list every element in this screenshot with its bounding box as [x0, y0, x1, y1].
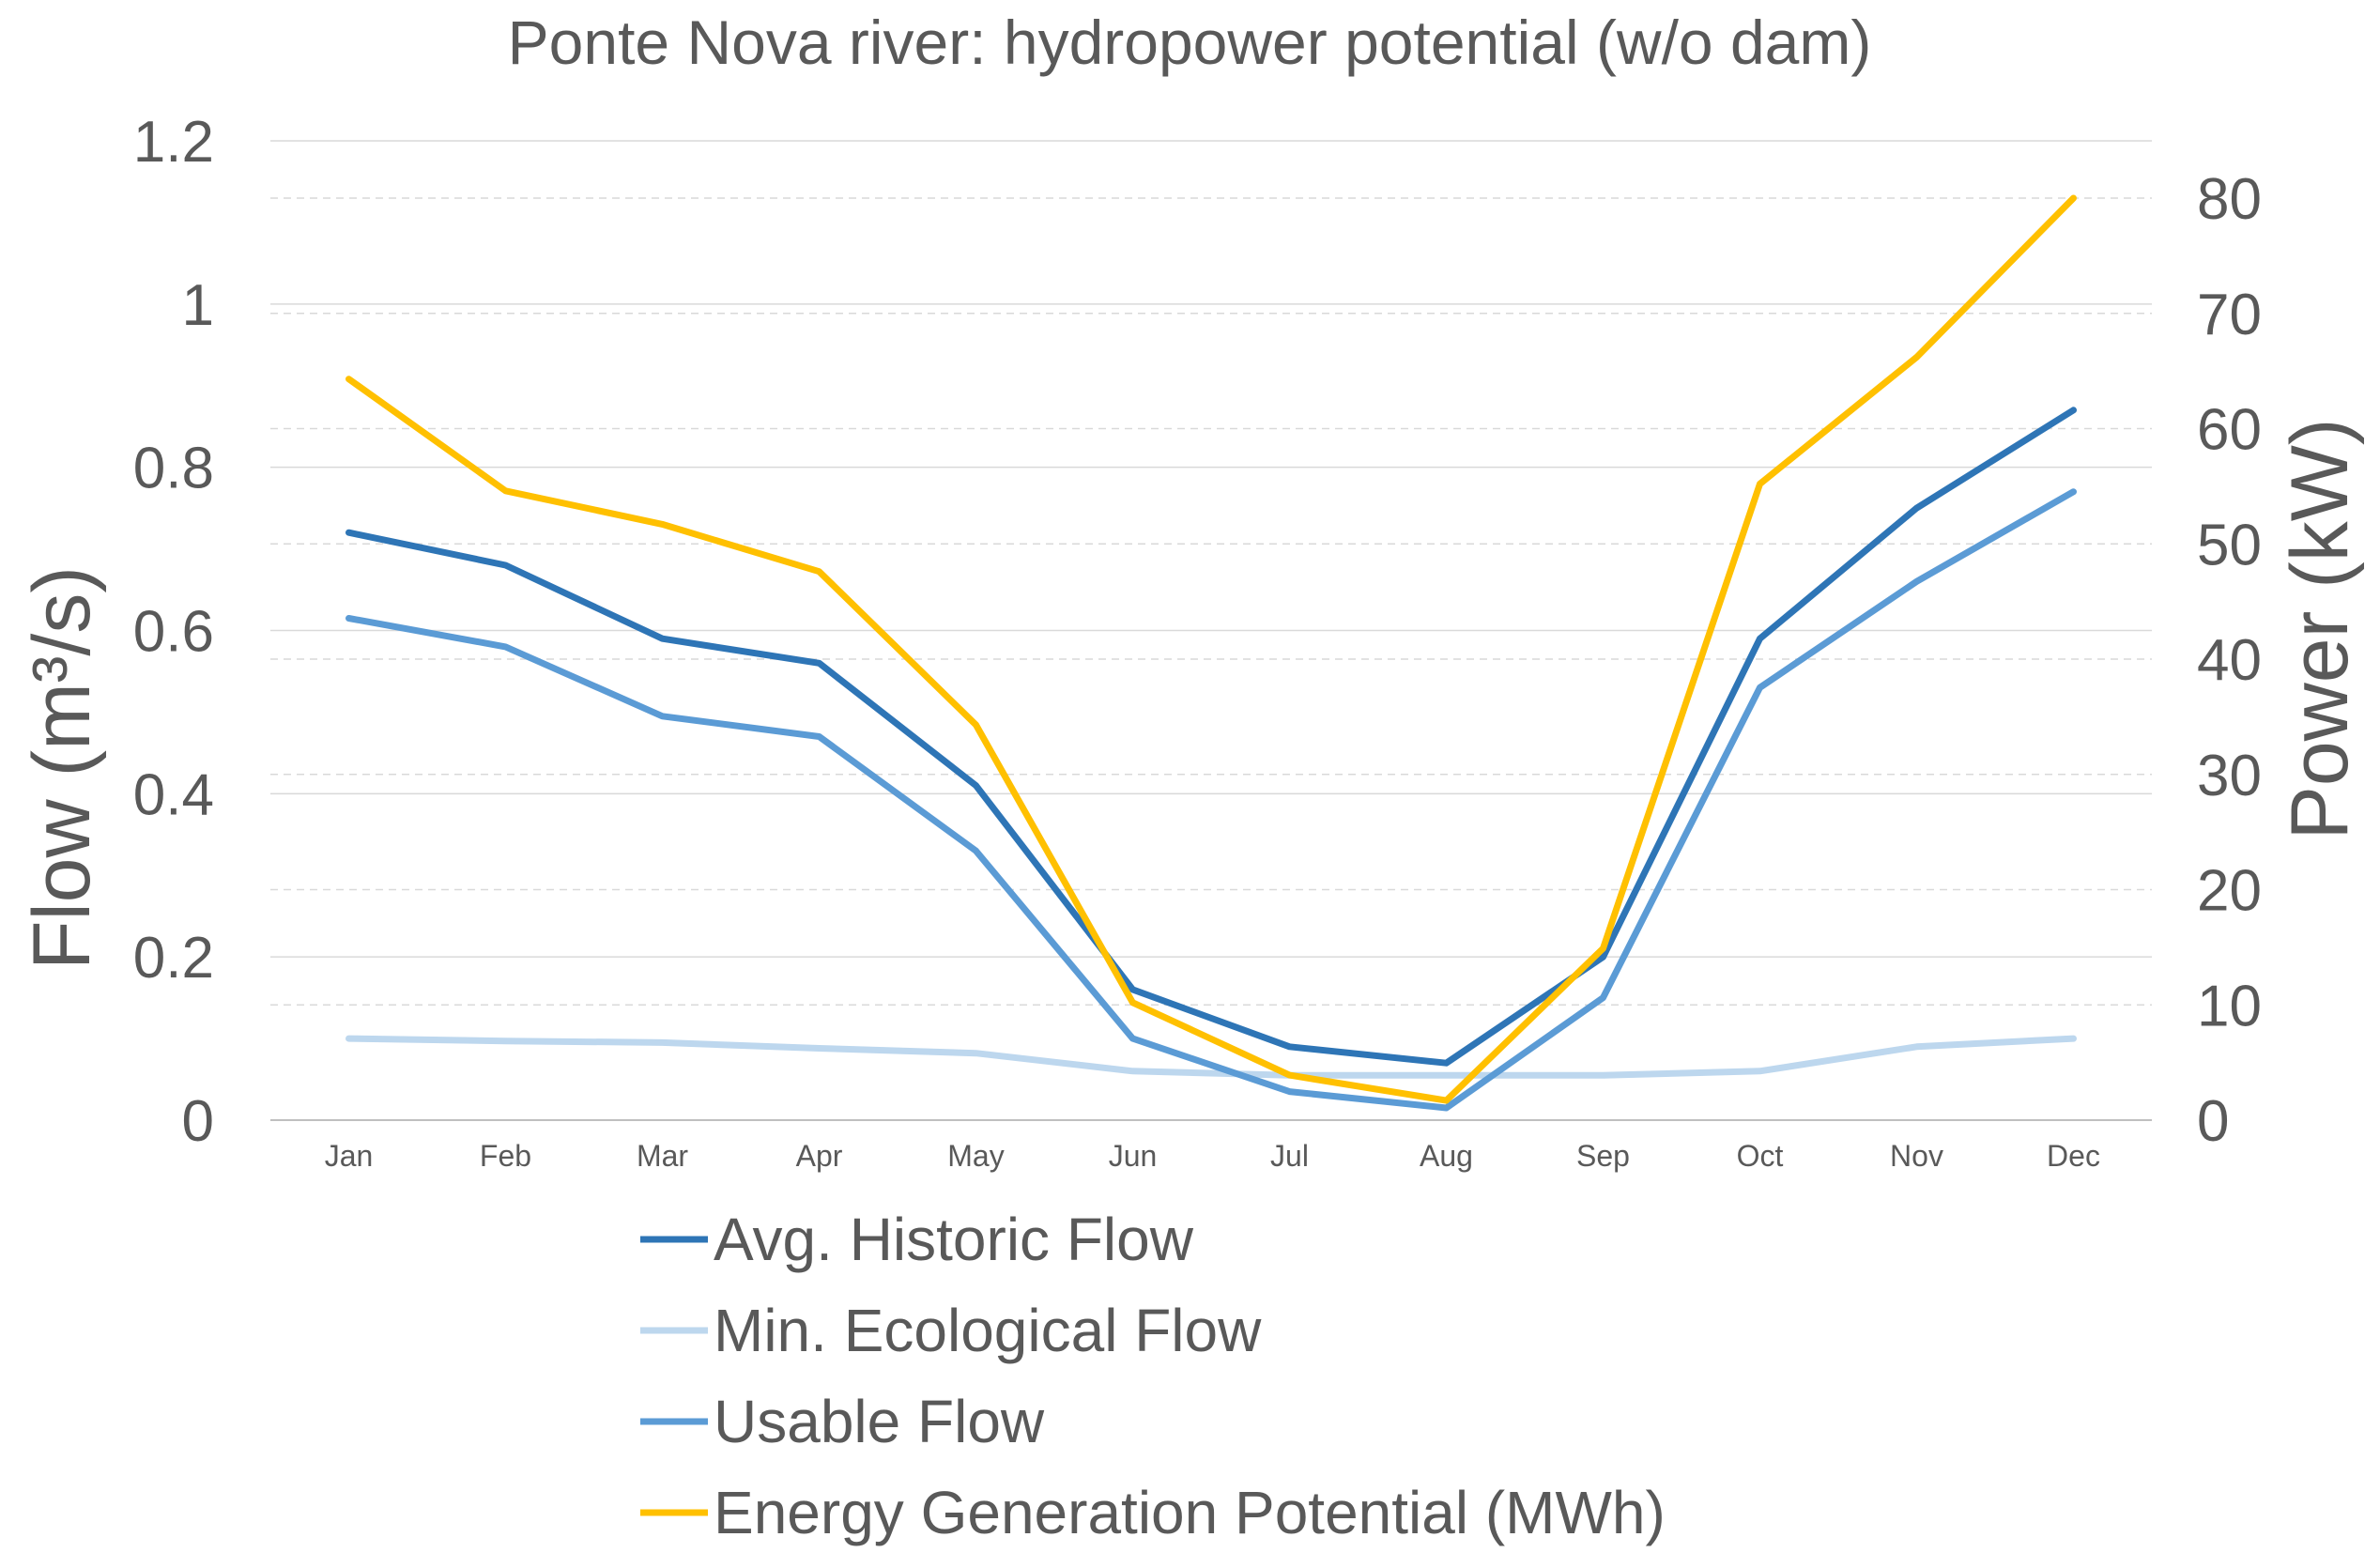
x-tick-label: Apr — [796, 1139, 843, 1173]
y-left-tick-label: 1.2 — [133, 110, 214, 175]
x-tick-label: Nov — [1890, 1139, 1943, 1173]
y-right-tick-label: 40 — [2197, 628, 2262, 693]
chart-title: Ponte Nova river: hydropower potential (… — [508, 8, 1872, 77]
series-line — [345, 1035, 2077, 1079]
x-tick-label: Jun — [1109, 1139, 1158, 1173]
legend-label: Avg. Historic Flow — [714, 1206, 1194, 1273]
gridlines-right — [270, 197, 2152, 1006]
y-right-tick-label: 0 — [2197, 1089, 2229, 1154]
legend-label: Energy Generation Potential (MWh) — [714, 1479, 1666, 1546]
x-tick-label: Dec — [2047, 1139, 2100, 1173]
x-tick-label: Sep — [1576, 1139, 1630, 1173]
x-tick-label: Feb — [480, 1139, 531, 1173]
x-tick-label: Mar — [637, 1139, 688, 1173]
series-lines — [345, 194, 2077, 1112]
legend-label: Min. Ecological Flow — [714, 1297, 1262, 1364]
x-tick-label: Aug — [1420, 1139, 1473, 1173]
y-left-tick-label: 0 — [182, 1089, 214, 1154]
y-axis-left-label: Flow (m³/s) — [17, 566, 107, 970]
y-right-tick-label: 80 — [2197, 167, 2262, 232]
y-left-tick-label: 0.8 — [133, 437, 214, 501]
y-right-tick-label: 10 — [2197, 974, 2262, 1038]
y-left-tick-label: 1 — [182, 273, 214, 338]
y-right-tick-label: 60 — [2197, 398, 2262, 463]
series-line — [345, 488, 2077, 1112]
y-right-tick-label: 70 — [2197, 283, 2262, 347]
series-line — [345, 194, 2077, 1104]
y-left-tick-label: 0.6 — [133, 600, 214, 665]
legend-label: Usable Flow — [714, 1388, 1045, 1455]
y-axis-right-label: Power (kW) — [2275, 418, 2365, 839]
right-axis-ticks: 0 10 20 30 40 50 60 70 80 — [2197, 167, 2262, 1154]
x-tick-label: Oct — [1737, 1139, 1784, 1173]
x-tick-label: May — [947, 1139, 1004, 1173]
x-tick-label: Jan — [325, 1139, 374, 1173]
x-tick-label: Jul — [1270, 1139, 1309, 1173]
y-right-tick-label: 50 — [2197, 513, 2262, 577]
gridlines-left — [270, 140, 2152, 1121]
y-right-tick-label: 30 — [2197, 744, 2262, 808]
y-right-tick-label: 20 — [2197, 859, 2262, 924]
legend: Avg. Historic Flow Min. Ecological Flow Us… — [640, 1206, 1666, 1546]
y-left-tick-label: 0.4 — [133, 762, 214, 827]
series-line — [345, 407, 2077, 1067]
y-left-tick-label: 0.2 — [133, 926, 214, 991]
x-axis-ticks: Jan Feb Mar Apr May Jun Jul Aug Sep Oct Nov Dec — [325, 1139, 2100, 1173]
left-axis-ticks: 0 0.2 0.4 0.6 0.8 1 1.2 — [133, 110, 214, 1154]
